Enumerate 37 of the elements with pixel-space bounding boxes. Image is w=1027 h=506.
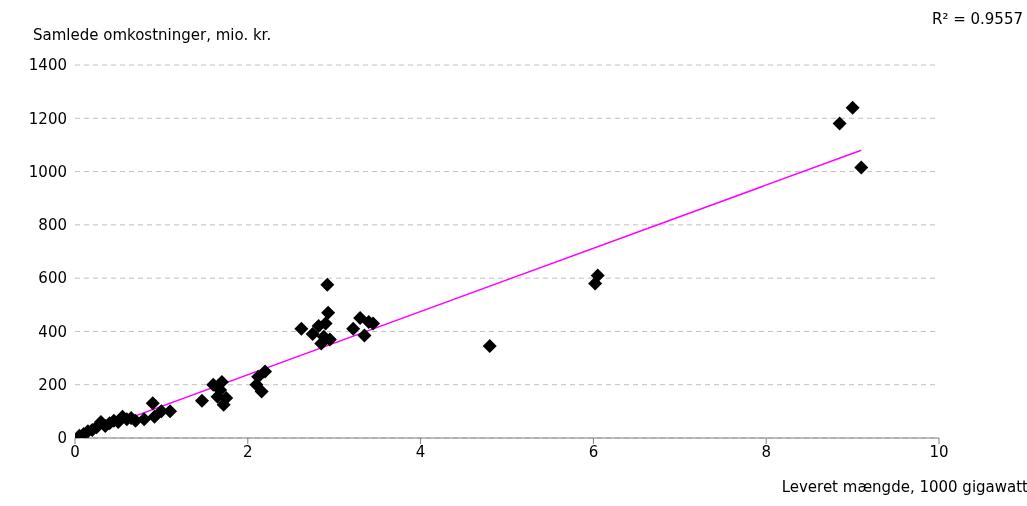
- point: [163, 404, 178, 419]
- y-axis-title: Samlede omkostninger, mio. kr.: [33, 26, 272, 44]
- y-tick-label: 400: [38, 322, 67, 341]
- point: [346, 321, 361, 336]
- y-tick-label: 200: [38, 376, 67, 395]
- point: [258, 364, 273, 379]
- y-tick-label: 1200: [28, 109, 67, 128]
- point: [482, 339, 497, 354]
- y-tick-label: 1000: [28, 162, 67, 181]
- point: [320, 277, 335, 292]
- point: [145, 396, 160, 411]
- x-tick-label: 6: [588, 442, 599, 461]
- x-axis-title: Leveret mængde, 1000 gigawatt: [781, 478, 1027, 496]
- point: [845, 100, 860, 115]
- y-tick-label: 1400: [28, 56, 67, 75]
- point: [137, 412, 152, 427]
- point: [321, 305, 336, 320]
- point: [294, 321, 309, 336]
- x-tick-label: 2: [243, 442, 253, 461]
- point: [147, 409, 162, 424]
- x-tick-label: 4: [415, 442, 426, 461]
- point: [854, 160, 869, 175]
- point: [305, 327, 320, 342]
- y-tick-label: 600: [38, 269, 67, 288]
- y-tick-label: 800: [38, 216, 67, 235]
- point: [254, 384, 269, 399]
- point: [195, 393, 210, 408]
- point: [590, 268, 605, 283]
- point: [357, 328, 372, 343]
- x-tick-label: 0: [70, 442, 80, 461]
- x-tick-label: 8: [761, 442, 771, 461]
- point: [832, 116, 847, 131]
- point: [318, 316, 333, 331]
- x-tick-label: 10: [929, 442, 949, 461]
- y-tick-label: 0: [57, 429, 67, 448]
- point: [353, 311, 368, 326]
- text: R² = 0.9557: [931, 10, 1023, 28]
